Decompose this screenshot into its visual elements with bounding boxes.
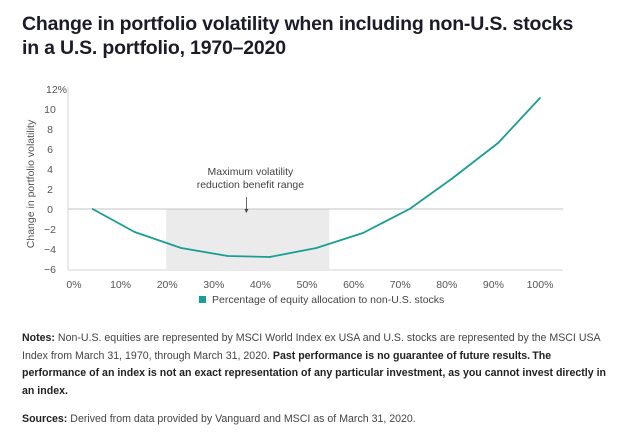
data-point	[133, 231, 136, 233]
x-tick-label: 60%	[343, 279, 364, 291]
data-point	[91, 208, 94, 210]
x-tick-label: 90%	[483, 279, 504, 291]
y-tick-label: 0	[47, 204, 53, 216]
x-tick-label: 10%	[110, 279, 131, 291]
y-tick-label: −2	[44, 224, 56, 236]
axes-layer	[67, 87, 563, 271]
legend: Percentage of equity allocation to non-U…	[199, 294, 444, 306]
data-point	[450, 178, 453, 180]
notes-disclaimer: Past performance is no guarantee of futu…	[22, 349, 606, 397]
y-tick-labels: −6 −4 −2 0 2 4 6 8 10 12%	[44, 84, 67, 276]
y-tick-label: −6	[44, 264, 56, 276]
data-point	[539, 97, 541, 99]
x-tick-label: 40%	[250, 279, 271, 291]
notes-text: Non-U.S. equities are represented by MSC…	[22, 332, 601, 362]
x-tick-label: 80%	[436, 279, 457, 291]
shaded-range	[166, 209, 330, 269]
notes-label: Notes:	[22, 332, 55, 344]
x-tick-label: 30%	[203, 279, 224, 291]
y-tick-label: 6	[47, 144, 53, 156]
y-tick-label: 8	[47, 124, 53, 136]
notes: Notes: Non-U.S. equities are represented…	[22, 330, 612, 400]
shaded-range-layer	[166, 209, 330, 269]
x-tick-label: 70%	[390, 279, 411, 291]
data-point	[268, 256, 271, 258]
sources: Sources: Derived from data provided by V…	[22, 411, 612, 428]
x-tick-label: 20%	[157, 279, 178, 291]
series-layer	[91, 97, 541, 258]
data-point	[180, 247, 183, 249]
y-tick-label: 12%	[46, 84, 67, 96]
chart-title: Change in portfolio volatility when incl…	[22, 13, 574, 59]
x-tick-labels: 0% 10% 20% 30% 40% 50% 60% 70% 80% 90% 100%	[66, 279, 553, 291]
annotation-text: Maximum volatility	[208, 166, 295, 178]
legend-swatch	[199, 296, 206, 303]
annotation-text: reduction benefit range	[197, 179, 305, 191]
legend-label: Percentage of equity allocation to non-U…	[212, 294, 444, 306]
x-tick-label: 0%	[66, 279, 81, 291]
data-point	[362, 232, 364, 234]
y-axis-label: Change in portfolio volatility	[25, 119, 37, 248]
sources-text: Derived from data provided by Vanguard a…	[67, 413, 416, 425]
y-tick-label: 4	[47, 164, 53, 176]
annotation-arrow-head	[244, 209, 249, 213]
data-point	[226, 255, 229, 257]
x-tick-label: 100%	[527, 279, 554, 291]
x-tick-label: 50%	[296, 279, 317, 291]
y-tick-label: 10	[44, 104, 56, 116]
y-tick-label: 2	[47, 184, 53, 196]
data-point	[315, 247, 318, 249]
sources-label: Sources:	[22, 413, 68, 425]
data-point	[408, 208, 411, 210]
y-tick-label: −4	[44, 244, 56, 256]
data-point	[497, 142, 499, 144]
